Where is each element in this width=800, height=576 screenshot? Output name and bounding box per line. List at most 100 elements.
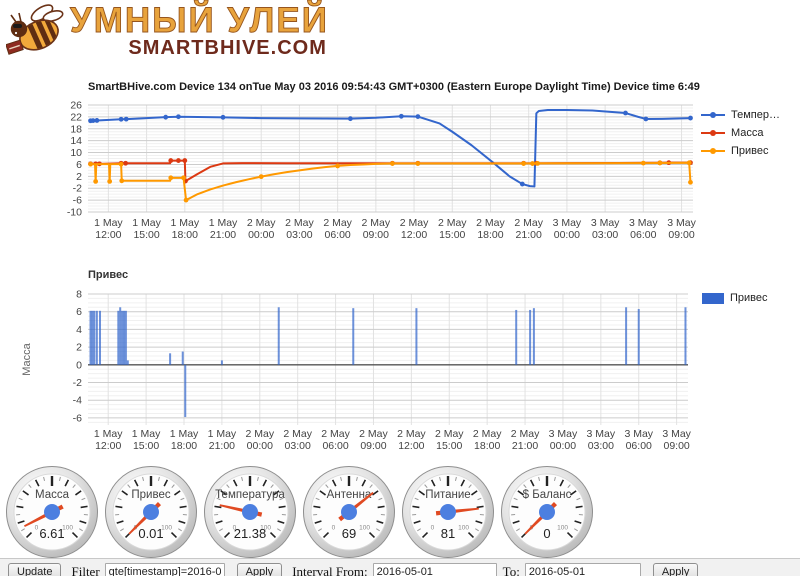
logo-subtitle: SMARTBHIVE.COM xyxy=(128,37,327,59)
gauge-dial: 0100Привес0.01 xyxy=(105,466,197,558)
svg-text:3 May: 3 May xyxy=(591,217,620,229)
svg-text:14: 14 xyxy=(70,135,82,147)
gauge-massa: 0 100 Масса 6.61 xyxy=(4,464,100,565)
svg-text:2 May: 2 May xyxy=(362,217,391,229)
svg-text:00:00: 00:00 xyxy=(554,229,580,241)
svg-text:03:00: 03:00 xyxy=(592,229,618,241)
svg-text:100: 100 xyxy=(161,525,172,532)
interval-apply-button[interactable]: Apply xyxy=(652,563,699,576)
svg-text:1 May: 1 May xyxy=(208,428,237,440)
svg-text:3 May: 3 May xyxy=(624,428,653,440)
svg-text:03:00: 03:00 xyxy=(588,440,614,452)
svg-text:21.38: 21.38 xyxy=(234,526,267,541)
svg-text:3 May: 3 May xyxy=(629,217,658,229)
svg-text:$ Баланс: $ Баланс xyxy=(523,489,572,501)
footer: Update Filter Apply Interval From: To: A… xyxy=(0,558,800,576)
svg-text:03:00: 03:00 xyxy=(286,229,312,241)
svg-text:0: 0 xyxy=(543,526,550,541)
gauge-temperatura: 0 100 Температура 21.38 xyxy=(202,464,298,565)
legend-label: Привес xyxy=(730,292,768,304)
svg-text:06:00: 06:00 xyxy=(322,440,348,452)
to-label: To: xyxy=(502,564,520,576)
svg-text:03:00: 03:00 xyxy=(285,440,311,452)
gauge-antenna: 0 100 Антенна 69 xyxy=(301,464,397,565)
svg-text:00:00: 00:00 xyxy=(247,440,273,452)
svg-text:3 May: 3 May xyxy=(587,428,616,440)
svg-text:15:00: 15:00 xyxy=(436,440,462,452)
svg-text:0.01: 0.01 xyxy=(138,526,163,541)
update-button[interactable]: Update xyxy=(8,563,62,576)
svg-text:06:00: 06:00 xyxy=(630,229,656,241)
gauge-dial: 0 100 Антенна 69 xyxy=(303,466,395,558)
svg-text:2 May: 2 May xyxy=(247,217,276,229)
svg-text:10: 10 xyxy=(70,147,82,159)
legend-item: Темпер… xyxy=(700,106,780,124)
gauge-dial: 0 100 Питание 81 xyxy=(402,466,494,558)
svg-text:1 May: 1 May xyxy=(132,217,161,229)
svg-text:21:00: 21:00 xyxy=(209,440,235,452)
svg-text:18:00: 18:00 xyxy=(172,229,198,241)
gauge-pitanie: 0 100 Питание 81 xyxy=(400,464,496,565)
svg-text:6.61: 6.61 xyxy=(39,526,64,541)
svg-text:8: 8 xyxy=(76,289,82,301)
svg-text:1 May: 1 May xyxy=(94,428,123,440)
svg-text:09:00: 09:00 xyxy=(360,440,386,452)
svg-text:1 May: 1 May xyxy=(170,428,199,440)
svg-text:0: 0 xyxy=(431,525,435,532)
svg-text:2 May: 2 May xyxy=(514,217,543,229)
svg-text:09:00: 09:00 xyxy=(663,440,689,452)
svg-text:2 May: 2 May xyxy=(245,428,274,440)
gain-chart-title: Привес xyxy=(88,269,129,281)
svg-text:21:00: 21:00 xyxy=(210,229,236,241)
interval-from-label: Interval From: xyxy=(292,564,368,576)
chart1-legend: Темпер… Масса Привес xyxy=(700,106,780,160)
svg-text:2 May: 2 May xyxy=(285,217,314,229)
svg-text:-2: -2 xyxy=(73,377,82,389)
svg-text:18: 18 xyxy=(70,123,82,135)
svg-text:-2: -2 xyxy=(73,183,82,195)
svg-text:09:00: 09:00 xyxy=(363,229,389,241)
svg-text:1 May: 1 May xyxy=(94,217,123,229)
svg-text:100: 100 xyxy=(260,525,271,532)
svg-text:0: 0 xyxy=(76,359,82,371)
svg-text:2 May: 2 May xyxy=(321,428,350,440)
filter-apply-button[interactable]: Apply xyxy=(236,563,283,576)
svg-text:0: 0 xyxy=(35,525,39,532)
svg-text:Антенна: Антенна xyxy=(327,489,372,501)
logo-title: УМНЫЙ УЛЕЙ xyxy=(70,1,329,40)
interval-from-input[interactable] xyxy=(372,563,497,576)
svg-text:18:00: 18:00 xyxy=(171,440,197,452)
svg-text:2 May: 2 May xyxy=(323,217,352,229)
gauge-dial: 0 100 Температура 21.38 xyxy=(204,466,296,558)
gauge-dial: 0 100 Масса 6.61 xyxy=(6,466,98,558)
svg-text:100: 100 xyxy=(557,525,568,532)
bee-logo-icon xyxy=(6,4,64,55)
svg-text:2: 2 xyxy=(76,171,82,183)
device-title: SmartBHive.com Device 134 onTue May 03 2… xyxy=(88,81,700,93)
gain-chart-legend: Привес xyxy=(702,292,768,304)
svg-text:2 May: 2 May xyxy=(400,217,429,229)
svg-text:Масса: Масса xyxy=(21,342,33,375)
svg-text:3 May: 3 May xyxy=(553,217,582,229)
svg-text:2 May: 2 May xyxy=(359,428,388,440)
legend-item: Масса xyxy=(700,124,780,142)
gauges-row: 0 100 Масса 6.61 0 100 Привес 0.01 0 100 Темпера… xyxy=(4,464,598,565)
to-input[interactable] xyxy=(524,563,641,576)
svg-text:100: 100 xyxy=(458,525,469,532)
svg-text:81: 81 xyxy=(441,526,455,541)
svg-text:-6: -6 xyxy=(73,412,82,424)
svg-text:100: 100 xyxy=(62,525,73,532)
svg-text:3 May: 3 May xyxy=(667,217,696,229)
svg-text:-10: -10 xyxy=(67,207,82,219)
svg-text:Питание: Питание xyxy=(425,489,470,501)
logo: УМНЫЙ УЛЕЙ SMARTBHIVE.COM xyxy=(0,0,329,64)
filter-input[interactable] xyxy=(104,563,225,576)
svg-text:2 May: 2 May xyxy=(397,428,426,440)
svg-text:Масса: Масса xyxy=(35,489,70,501)
filter-label: Filter xyxy=(71,564,100,576)
svg-text:1 May: 1 May xyxy=(209,217,238,229)
